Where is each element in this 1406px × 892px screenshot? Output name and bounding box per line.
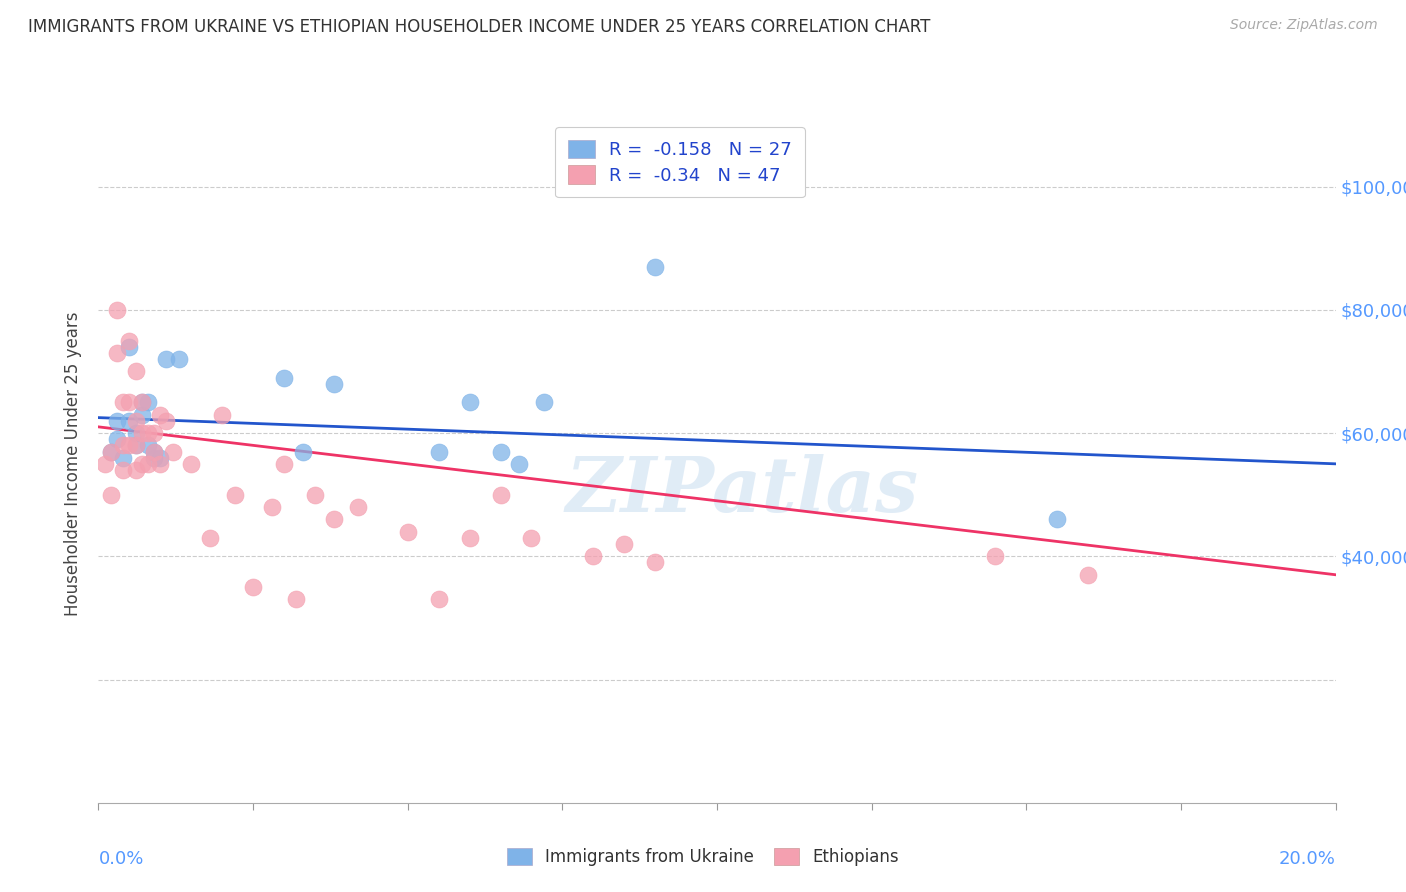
Point [136,438,159,452]
Point [458,395,481,409]
Point [124,438,146,452]
Legend: Immigrants from Ukraine, Ethiopians: Immigrants from Ukraine, Ethiopians [499,840,907,875]
Point [131,395,153,409]
Point [613,537,636,551]
Point [93,457,115,471]
Point [427,592,450,607]
Point [124,364,146,378]
Point [136,425,159,440]
Point [242,580,264,594]
Text: Source: ZipAtlas.com: Source: ZipAtlas.com [1230,18,1378,32]
Point [136,395,159,409]
Text: IMMIGRANTS FROM UKRAINE VS ETHIOPIAN HOUSEHOLDER INCOME UNDER 25 YEARS CORRELATI: IMMIGRANTS FROM UKRAINE VS ETHIOPIAN HOU… [28,18,931,36]
Point [100,444,122,458]
Point [131,395,153,409]
Point [304,488,326,502]
Point [100,444,122,458]
Point [124,438,146,452]
Point [347,500,370,514]
Point [118,438,141,452]
Point [131,408,153,422]
Point [112,463,135,477]
Point [124,425,146,440]
Point [162,444,184,458]
Point [489,488,512,502]
Point [167,352,190,367]
Legend: R =  -0.158   N = 27, R =  -0.34   N = 47: R = -0.158 N = 27, R = -0.34 N = 47 [555,128,804,197]
Point [124,463,146,477]
Point [149,450,172,465]
Point [143,444,166,458]
Point [180,457,202,471]
Point [322,512,344,526]
Point [224,488,246,502]
Point [273,370,295,384]
Point [155,352,177,367]
Point [105,414,128,428]
Point [118,395,141,409]
Point [112,450,135,465]
Point [508,457,530,471]
Point [211,408,233,422]
Point [285,592,308,607]
Point [322,376,344,391]
Point [149,457,172,471]
Point [149,408,172,422]
Point [155,414,177,428]
Point [198,531,221,545]
Point [1046,512,1069,526]
Point [291,444,314,458]
Point [520,531,543,545]
Y-axis label: Householder Income Under 25 years: Householder Income Under 25 years [65,311,83,616]
Point [124,414,146,428]
Point [273,457,295,471]
Point [105,432,128,446]
Point [118,340,141,354]
Point [118,414,141,428]
Point [118,334,141,348]
Point [644,260,666,274]
Point [260,500,283,514]
Point [582,549,605,564]
Point [131,457,153,471]
Point [136,457,159,471]
Point [105,346,128,360]
Point [131,425,153,440]
Point [458,531,481,545]
Point [427,444,450,458]
Point [644,556,666,570]
Text: 0.0%: 0.0% [98,850,143,868]
Point [143,425,166,440]
Point [533,395,555,409]
Point [112,438,135,452]
Text: 20.0%: 20.0% [1279,850,1336,868]
Point [396,524,419,539]
Point [143,444,166,458]
Point [112,395,135,409]
Text: ZIPatlas: ZIPatlas [565,454,918,528]
Point [143,450,166,465]
Point [489,444,512,458]
Point [100,488,122,502]
Point [984,549,1007,564]
Point [1077,567,1099,582]
Point [105,302,128,317]
